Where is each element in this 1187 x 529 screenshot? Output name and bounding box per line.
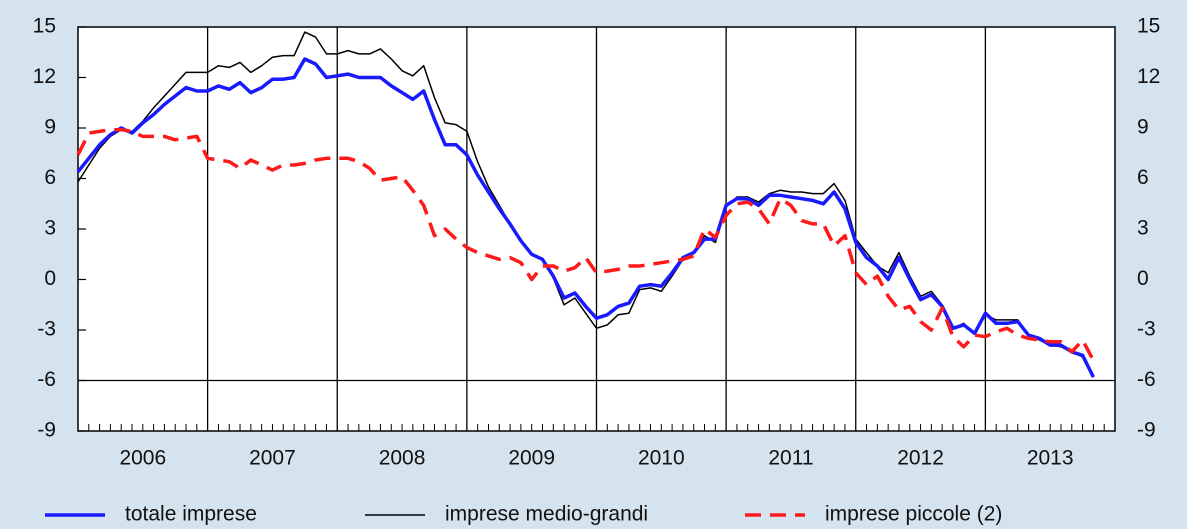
y-tick-label: 9 — [44, 116, 56, 139]
x-tick-label: 2007 — [249, 447, 296, 470]
legend-label: totale imprese — [125, 503, 257, 526]
legend-label: imprese piccole (2) — [825, 503, 1002, 526]
y-tick-label: -9 — [37, 419, 56, 442]
y-tick-label: 3 — [44, 217, 56, 240]
y-tick-label: -6 — [37, 368, 56, 391]
series-line — [77, 31, 1095, 378]
y2-tick-label: -9 — [1137, 419, 1156, 442]
legend-label: imprese medio-grandi — [445, 503, 648, 526]
y2-tick-label: -6 — [1137, 368, 1156, 391]
x-tick-label: 2009 — [508, 447, 555, 470]
series-line — [76, 127, 1095, 362]
y2-tick-label: 6 — [1137, 166, 1149, 189]
y2-tick-label: -3 — [1137, 318, 1156, 341]
y-tick-label: 6 — [44, 166, 56, 189]
y2-tick-label: 0 — [1137, 267, 1149, 290]
x-tick-label: 2011 — [768, 447, 813, 470]
y2-tick-label: 12 — [1137, 65, 1160, 88]
y2-tick-label: 3 — [1137, 217, 1149, 240]
x-tick-label: 2006 — [119, 447, 166, 470]
x-tick-label: 2013 — [1027, 447, 1074, 470]
x-tick-label: 2010 — [638, 447, 685, 470]
x-tick-label: 2012 — [897, 447, 944, 470]
y2-tick-label: 15 — [1137, 15, 1160, 38]
y2-tick-label: 9 — [1137, 116, 1149, 139]
series-line — [76, 57, 1095, 378]
y-tick-label: 0 — [44, 267, 56, 290]
y-tick-label: 15 — [33, 15, 56, 38]
y-tick-label: 12 — [33, 65, 56, 88]
x-tick-label: 2008 — [379, 447, 426, 470]
y-tick-label: -3 — [37, 318, 56, 341]
